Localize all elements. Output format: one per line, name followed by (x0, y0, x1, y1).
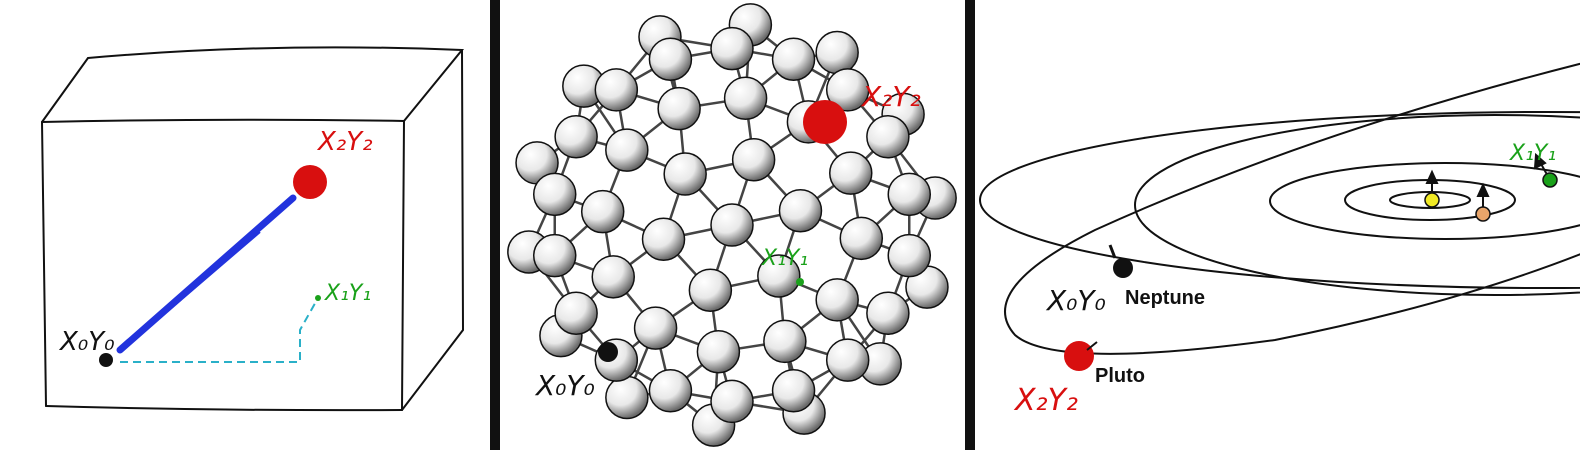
atom (633, 306, 678, 350)
box-drawing: X₀Y₀ X₁Y₁ X₂Y₂ (41, 46, 465, 412)
atom (829, 151, 873, 195)
atom (771, 369, 816, 413)
label-x2y2: X₂Y₂ (1013, 383, 1078, 418)
orbit-1 (1389, 191, 1471, 209)
atom (763, 319, 807, 364)
atom (554, 291, 598, 335)
atom (710, 203, 754, 247)
atom (887, 172, 932, 217)
atom (580, 189, 625, 234)
atom (594, 68, 639, 112)
atom (887, 233, 932, 278)
divider-left (490, 0, 500, 450)
atom (723, 76, 768, 121)
atom (731, 138, 776, 182)
label-x0y0: X₀Y₀ (534, 369, 595, 402)
molecule-drawing: X₂Y₂ X₁Y₁ X₀Y₀ (507, 3, 957, 447)
label-x1y1: X₁Y₁ (1509, 141, 1556, 166)
atom (771, 37, 816, 81)
atom (532, 233, 577, 278)
point-x1y1 (315, 295, 321, 301)
atom (696, 329, 741, 374)
point-x1y1 (796, 278, 804, 286)
atom (825, 338, 870, 382)
atom (641, 217, 686, 262)
atom (815, 30, 859, 75)
atom (710, 379, 754, 424)
atom (757, 254, 801, 298)
box-panel: X₀Y₀ X₁Y₁ X₂Y₂ (0, 0, 490, 450)
neptune-arrow (1108, 244, 1117, 259)
orbit-neptune (979, 111, 1580, 289)
solar-system-panel: X₁Y₁ X₀Y₀ Neptune Pluto X₂Y₂ (975, 0, 1580, 450)
atom (663, 152, 707, 196)
atom (710, 26, 754, 71)
atom (815, 278, 859, 322)
orange-planet (1475, 206, 1491, 222)
point-x0y0 (1113, 258, 1133, 278)
pluto-arrow (1086, 341, 1098, 351)
blue-vector-thin (119, 231, 261, 353)
divider-right (965, 0, 975, 450)
atom (648, 37, 693, 81)
label-x1y1: X₁Y₁ (761, 246, 808, 271)
point-x2y2 (1064, 341, 1094, 371)
atom (778, 188, 823, 233)
atom (605, 128, 649, 172)
atom (688, 268, 733, 312)
point-x0y0 (598, 342, 618, 362)
orbit-pluto (1004, 62, 1580, 355)
orbit-drawing: X₁Y₁ X₀Y₀ Neptune Pluto X₂Y₂ (979, 62, 1580, 418)
label-neptune: Neptune (1125, 287, 1205, 309)
label-x1y1: X₁Y₁ (324, 281, 371, 306)
point-x2y2 (803, 100, 847, 144)
point-x2y2 (293, 165, 327, 199)
atom (605, 375, 649, 420)
point-x0y0 (99, 353, 113, 367)
label-x2y2: X₂Y₂ (316, 127, 373, 157)
dashed-path (120, 297, 319, 363)
box-outline (41, 46, 465, 412)
atom (532, 172, 577, 217)
point-x1y1 (1542, 172, 1558, 188)
label-x0y0: X₀Y₀ (1045, 284, 1106, 317)
label-x2y2: X₂Y₂ (860, 80, 921, 113)
label-x0y0: X₀Y₀ (58, 327, 115, 357)
molecule-panel: X₂Y₂ X₁Y₁ X₀Y₀ (500, 0, 965, 450)
orbit-4 (1134, 114, 1580, 296)
molecule-atoms (507, 3, 957, 447)
atom (591, 255, 635, 299)
atom (839, 216, 884, 261)
atom (866, 115, 910, 159)
yellow-planet (1424, 192, 1440, 208)
velocity-arrows (1425, 152, 1551, 214)
orbit-3 (1269, 162, 1580, 240)
blue-vector-line (116, 194, 297, 354)
label-pluto: Pluto (1095, 365, 1145, 387)
atom (554, 115, 598, 159)
atom (825, 68, 870, 112)
atom (866, 291, 910, 335)
atom (648, 369, 693, 413)
atom (657, 86, 701, 131)
